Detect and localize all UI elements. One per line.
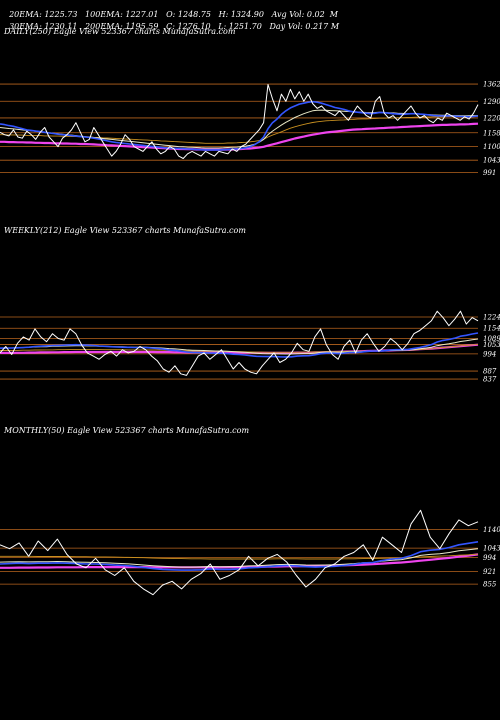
weekly-level-label: 1089 bbox=[483, 335, 500, 343]
monthly-level-label: 994 bbox=[483, 554, 496, 562]
weekly-level-label: 887 bbox=[483, 368, 497, 376]
daily-chart-title: DAILY(250) Eagle View 523367 charts Muna… bbox=[4, 27, 236, 36]
daily-level-label: 1158 bbox=[483, 129, 500, 137]
stat-200ema: 200EMA: 1195.59 bbox=[85, 22, 159, 31]
weekly-chart-title: WEEKLY(212) Eagle View 523367 charts Mun… bbox=[4, 226, 246, 235]
daily-level-label: 1220 bbox=[483, 114, 500, 122]
stats-row-1: 20EMA: 1225.73 100EMA: 1227.01 O: 1248.7… bbox=[4, 1, 338, 19]
weekly-level-label: 994 bbox=[483, 350, 496, 358]
stat-avg-vol: Avg Vol: 0.02 M bbox=[271, 10, 338, 19]
stat-low: L: 1251.70 bbox=[218, 22, 262, 31]
stat-high: H: 1324.90 bbox=[218, 10, 264, 19]
weekly-level-label: 1053 bbox=[483, 341, 500, 349]
monthly-ema-mid-line bbox=[0, 548, 479, 568]
monthly-level-label: 921 bbox=[483, 568, 496, 576]
daily-level-label: 991 bbox=[483, 169, 496, 177]
weekly-level-label: 837 bbox=[483, 376, 497, 384]
monthly-chart-title: MONTHLY(50) Eagle View 523367 charts Mun… bbox=[4, 426, 250, 435]
stat-close: C: 1276.10 bbox=[166, 22, 211, 31]
weekly-level-label: 1154 bbox=[483, 325, 500, 333]
monthly-ema-200-line bbox=[0, 553, 479, 569]
stat-open: O: 1248.75 bbox=[166, 10, 211, 19]
stats-row-2: 30EMA: 1230.11 200EMA: 1195.59 C: 1276.1… bbox=[4, 13, 339, 31]
stat-day-vol: Day Vol: 0.217 M bbox=[269, 22, 340, 31]
daily-price-line bbox=[0, 84, 479, 159]
weekly-level-label: 1224 bbox=[483, 314, 500, 322]
monthly-level-label: 855 bbox=[483, 581, 497, 589]
stat-20ema: 20EMA: 1225.73 bbox=[9, 10, 78, 19]
weekly-ema-short-line bbox=[0, 332, 479, 358]
monthly-level-label: 1043 bbox=[483, 545, 500, 553]
daily-level-label: 1043 bbox=[483, 157, 500, 165]
monthly-ema-short-line bbox=[0, 541, 479, 571]
stat-100ema: 100EMA: 1227.01 bbox=[85, 10, 159, 19]
daily-level-label: 1100 bbox=[483, 143, 500, 151]
monthly-price-line bbox=[0, 509, 479, 596]
weekly-price-line bbox=[0, 310, 479, 376]
monthly-level-label: 1140 bbox=[483, 526, 500, 534]
daily-level-label: 1290 bbox=[483, 98, 500, 106]
daily-level-label: 1362 bbox=[483, 81, 500, 89]
stat-30ema: 30EMA: 1230.11 bbox=[9, 22, 78, 31]
